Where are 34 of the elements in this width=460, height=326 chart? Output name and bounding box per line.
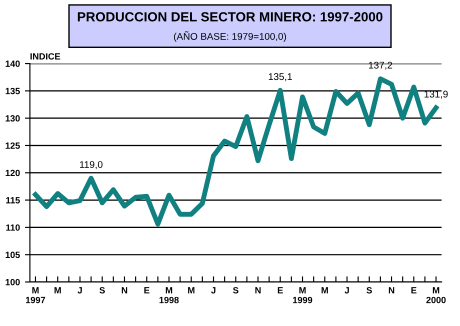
y-tick-label: 130 <box>6 115 20 122</box>
data-label: 137,2 <box>368 62 392 70</box>
y-tick-label: 100 <box>6 278 20 286</box>
x-tick-label: M 2000 <box>426 287 446 304</box>
x-tick-label: M <box>322 287 328 294</box>
y-tick-label: 140 <box>6 60 20 67</box>
data-label: 119,0 <box>80 161 103 170</box>
x-tick-label: J <box>344 287 349 294</box>
x-tick-label: N <box>255 287 261 294</box>
x-tick-label: J <box>211 287 216 294</box>
y-axis-title: INDICE <box>30 53 60 60</box>
y-tick-label: 120 <box>6 170 20 176</box>
chart-subtitle: (AÑO BASE: 1979=100,0) <box>174 31 286 42</box>
x-tick-label: S <box>233 287 238 294</box>
x-tick-label: M <box>188 287 194 294</box>
chart-title: PRODUCCION DEL SECTOR MINERO: 1997-2000 <box>78 12 382 22</box>
y-tick-label: 125 <box>6 142 20 149</box>
data-label: 135,1 <box>268 73 292 82</box>
x-tick-label: M 1998 <box>160 287 179 304</box>
x-tick-label: E <box>411 287 416 294</box>
y-tick-label: 135 <box>6 88 20 94</box>
x-tick-label: E <box>278 287 283 294</box>
x-tick-label: S <box>366 287 372 294</box>
y-tick-label: 110 <box>6 224 20 231</box>
x-tick-label: N <box>122 287 128 294</box>
x-tick-label: S <box>99 287 105 294</box>
x-tick-label: J <box>78 287 82 294</box>
x-tick-label: N <box>388 287 394 294</box>
x-tick-label: M <box>54 287 61 294</box>
y-tick-label: 115 <box>6 197 20 204</box>
x-tick-label: M 1999 <box>293 287 312 304</box>
x-tick-label: E <box>144 287 150 294</box>
x-tick-label: M 1997 <box>26 287 46 304</box>
y-tick-label: 105 <box>6 252 20 258</box>
